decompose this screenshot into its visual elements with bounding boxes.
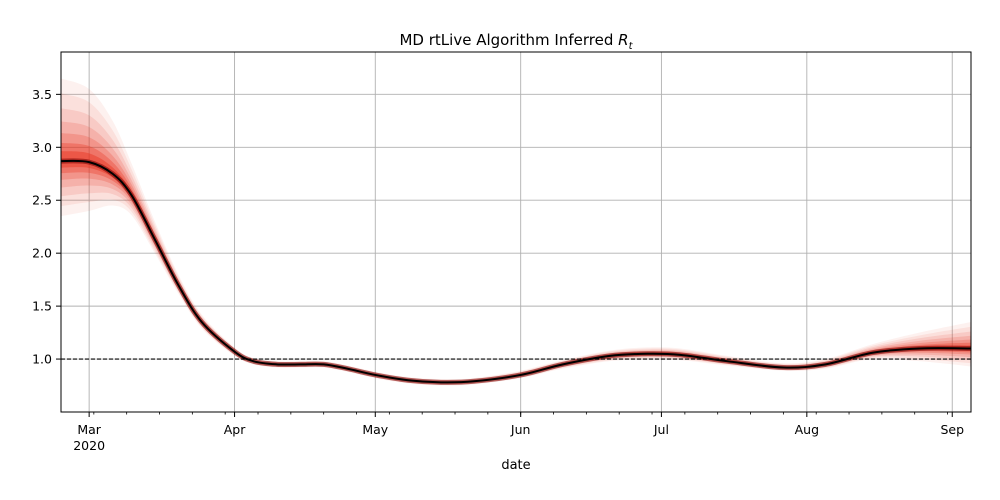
- y-axis: 1.0 1.5 2.0 2.5 3.0 3.5: [32, 87, 61, 367]
- series-1-line: [61, 159, 971, 384]
- series-1-band-1: [61, 78, 971, 386]
- grid: [61, 52, 971, 412]
- series-layer: [61, 78, 971, 386]
- y-tick-label-1: 1.0: [32, 352, 52, 367]
- y-tick-label-5: 3.0: [32, 140, 52, 155]
- x-tick-label-3: May: [362, 422, 388, 437]
- x-tick-label-1: Mar: [77, 422, 101, 437]
- x-tick-label-6: Aug: [795, 422, 819, 437]
- plot-frame: [60, 51, 972, 413]
- y-tick-label-6: 3.5: [32, 87, 52, 102]
- x-tick-label-4: Jun: [510, 422, 531, 437]
- series-1-band-2: [61, 93, 971, 386]
- x-axis-title: date: [501, 458, 530, 473]
- x-tick-label-5: Jul: [653, 422, 669, 437]
- y-tick-label-2: 1.5: [32, 299, 52, 314]
- y-tick-label-3: 2.0: [32, 246, 52, 261]
- x-tick-label-7: Sep: [940, 422, 964, 437]
- x-tick-sublabel-1: 2020: [73, 438, 105, 453]
- chart-title: MD rtLive Algorithm Inferred Rt: [399, 31, 633, 52]
- x-tick-label-2: Apr: [224, 422, 246, 437]
- y-tick-label-4: 2.5: [32, 193, 52, 208]
